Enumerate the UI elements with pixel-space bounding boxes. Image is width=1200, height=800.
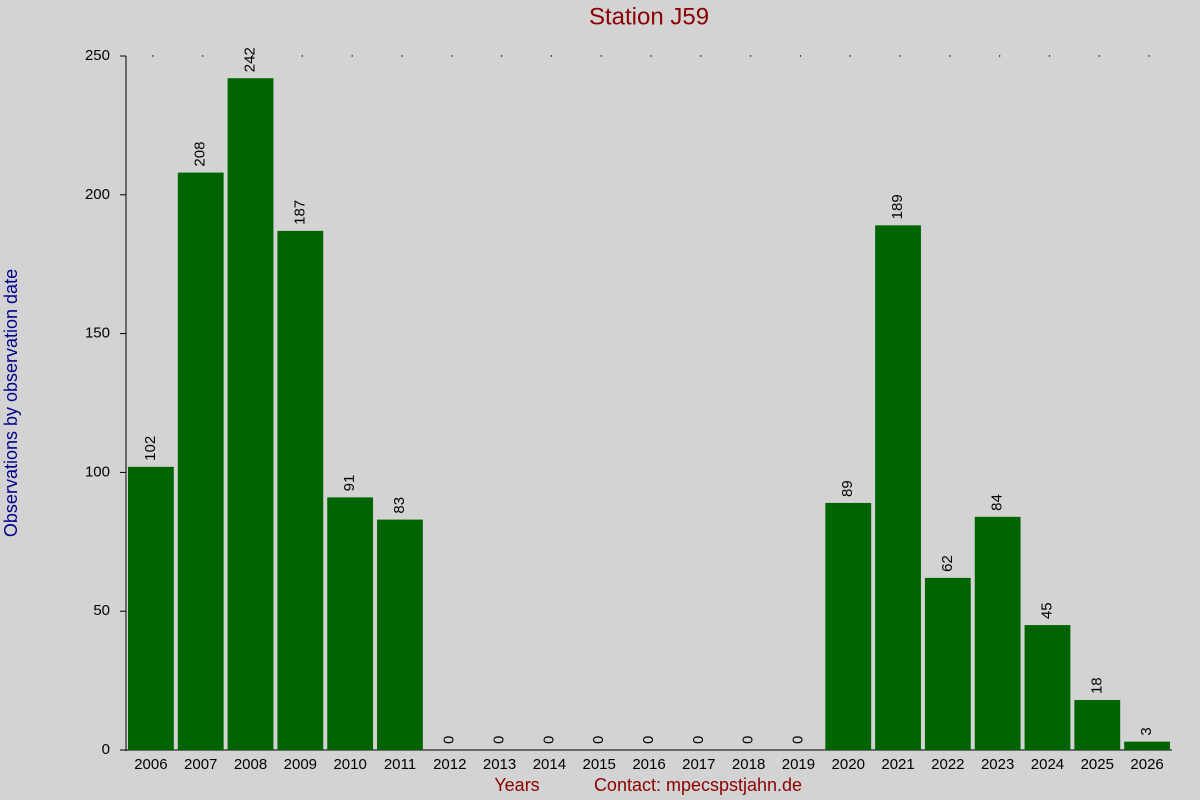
value-label: 0 xyxy=(640,736,657,744)
bar xyxy=(1024,625,1071,750)
top-dot xyxy=(351,55,353,57)
bar xyxy=(1124,741,1170,750)
top-dot xyxy=(998,55,1001,57)
top-dot xyxy=(650,55,652,57)
bar xyxy=(377,519,423,750)
value-label: 242 xyxy=(241,47,258,72)
y-tick-label: 250 xyxy=(85,47,110,64)
x-tick-label: 2009 xyxy=(284,756,317,773)
value-label: 0 xyxy=(740,736,757,744)
top-dot xyxy=(1048,55,1051,57)
bar xyxy=(227,78,274,750)
value-label: 3 xyxy=(1138,727,1155,735)
y-tick-label: 150 xyxy=(85,325,110,342)
top-dot xyxy=(1148,55,1150,57)
x-tick-label: 2015 xyxy=(583,756,616,773)
bar xyxy=(327,497,374,750)
value-label: 62 xyxy=(939,555,956,572)
top-dot xyxy=(1098,55,1100,57)
x-tick-label: 2019 xyxy=(782,756,815,773)
x-tick-label: 2025 xyxy=(1081,756,1114,773)
y-tick-label: 200 xyxy=(85,186,110,203)
x-tick-label: 2024 xyxy=(1031,756,1064,773)
x-tick-label: 2006 xyxy=(134,756,167,773)
x-tick-label: 2007 xyxy=(184,756,217,773)
bar xyxy=(1074,700,1121,750)
top-dot xyxy=(600,55,602,57)
x-tick-label: 2020 xyxy=(832,756,865,773)
value-label: 0 xyxy=(789,736,806,744)
top-dot xyxy=(500,55,503,57)
bar xyxy=(177,172,224,751)
value-label: 189 xyxy=(889,194,906,219)
x-tick-label: 2010 xyxy=(333,756,366,773)
x-tick-label: 2014 xyxy=(533,756,566,773)
top-dot xyxy=(152,55,154,57)
y-tick-label: 50 xyxy=(93,602,110,619)
value-label: 0 xyxy=(491,736,508,744)
x-tick-label: 2018 xyxy=(732,756,765,773)
value-label: 0 xyxy=(540,736,557,744)
x-tick-label: 2022 xyxy=(931,756,964,773)
top-dot xyxy=(899,55,901,57)
value-label: 102 xyxy=(142,436,159,461)
top-dot xyxy=(550,55,553,57)
bar xyxy=(277,230,324,750)
chart-title: Station J59 xyxy=(589,3,709,30)
y-tick-label: 100 xyxy=(85,463,110,480)
top-dot xyxy=(949,55,951,57)
value-label: 187 xyxy=(291,200,308,225)
y-axis-label: Observations by observation date xyxy=(1,269,21,537)
top-dot xyxy=(799,55,802,57)
y-tick-label: 0 xyxy=(102,741,110,758)
bar xyxy=(924,577,971,750)
x-tick-label: 2026 xyxy=(1130,756,1163,773)
bar xyxy=(825,502,872,750)
top-dot xyxy=(301,55,304,57)
x-tick-label: 2008 xyxy=(234,756,267,773)
x-tick-label: 2011 xyxy=(384,756,416,773)
x-tick-label: 2021 xyxy=(881,756,914,773)
x-axis-label: Years xyxy=(494,775,539,795)
value-label: 91 xyxy=(341,475,358,492)
contact: Contact: mpecspstjahn.de xyxy=(594,775,802,795)
top-dot xyxy=(700,55,702,57)
bar xyxy=(875,225,921,750)
x-tick-label: 2012 xyxy=(433,756,466,773)
x-tick-label: 2023 xyxy=(981,756,1014,773)
value-label: 89 xyxy=(839,480,856,497)
top-dot xyxy=(251,55,254,57)
bar xyxy=(128,466,174,750)
value-label: 84 xyxy=(989,494,1006,511)
value-label: 18 xyxy=(1088,677,1105,694)
bar xyxy=(974,516,1021,750)
value-label: 0 xyxy=(441,736,458,744)
x-tick-label: 2016 xyxy=(632,756,665,773)
top-dot xyxy=(202,55,204,57)
value-label: 0 xyxy=(590,736,607,744)
x-tick-label: 2013 xyxy=(483,756,516,773)
top-dot xyxy=(401,55,403,57)
value-label: 45 xyxy=(1038,602,1055,619)
x-tick-label: 2017 xyxy=(682,756,715,773)
value-label: 83 xyxy=(391,497,408,514)
value-label: 208 xyxy=(192,142,209,167)
top-dot xyxy=(451,55,453,57)
top-dot xyxy=(849,55,851,57)
value-label: 0 xyxy=(690,736,707,744)
top-dot xyxy=(749,55,752,57)
